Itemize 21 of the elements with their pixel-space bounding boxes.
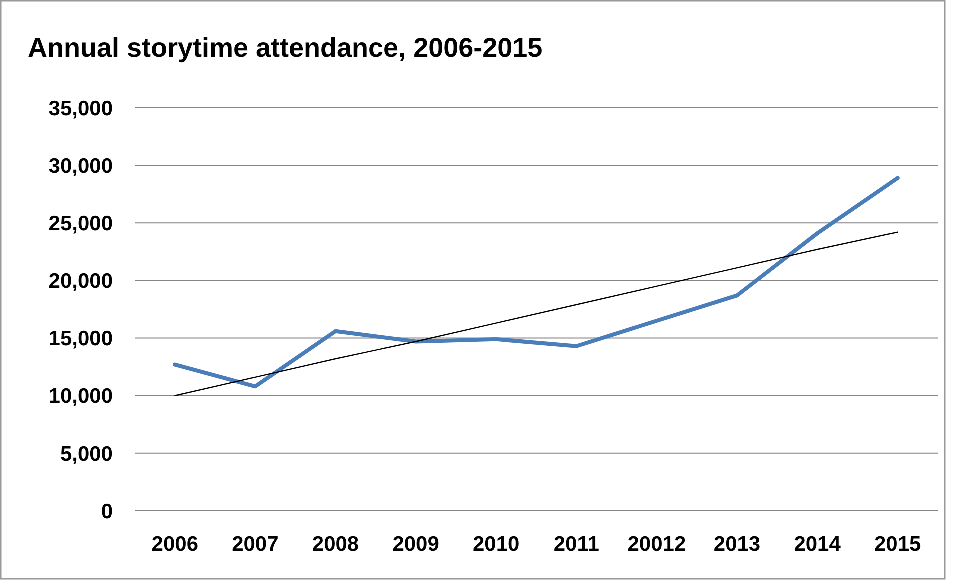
x-tick-label: 2007 — [232, 533, 279, 556]
y-tick-label: 15,000 — [48, 328, 113, 351]
x-tick-label: 2006 — [152, 533, 199, 556]
x-tick-label: 2011 — [554, 533, 600, 556]
x-tick-label: 2010 — [472, 533, 520, 556]
y-tick-label: 30,000 — [48, 154, 113, 178]
y-tick-label: 5,000 — [60, 442, 113, 466]
x-tick-label: 2013 — [714, 533, 761, 556]
y-tick-label: 35,000 — [48, 97, 113, 120]
x-tick-label: 2015 — [874, 533, 922, 556]
chart-title: Annual storytime attendance, 2006-2015 — [28, 33, 543, 63]
line-series — [174, 232, 898, 396]
x-tick-label: 2008 — [312, 533, 360, 556]
y-tick-label: 25,000 — [48, 212, 113, 236]
y-tick-label: 10,000 — [48, 385, 113, 408]
line-series — [173, 176, 900, 389]
x-tick-label: 2014 — [794, 533, 842, 556]
x-tick-label: 2009 — [392, 533, 440, 556]
y-tick-label: 0 — [101, 500, 113, 524]
y-tick-label: 20,000 — [48, 270, 113, 294]
x-tick-label: 20012 — [628, 533, 686, 556]
